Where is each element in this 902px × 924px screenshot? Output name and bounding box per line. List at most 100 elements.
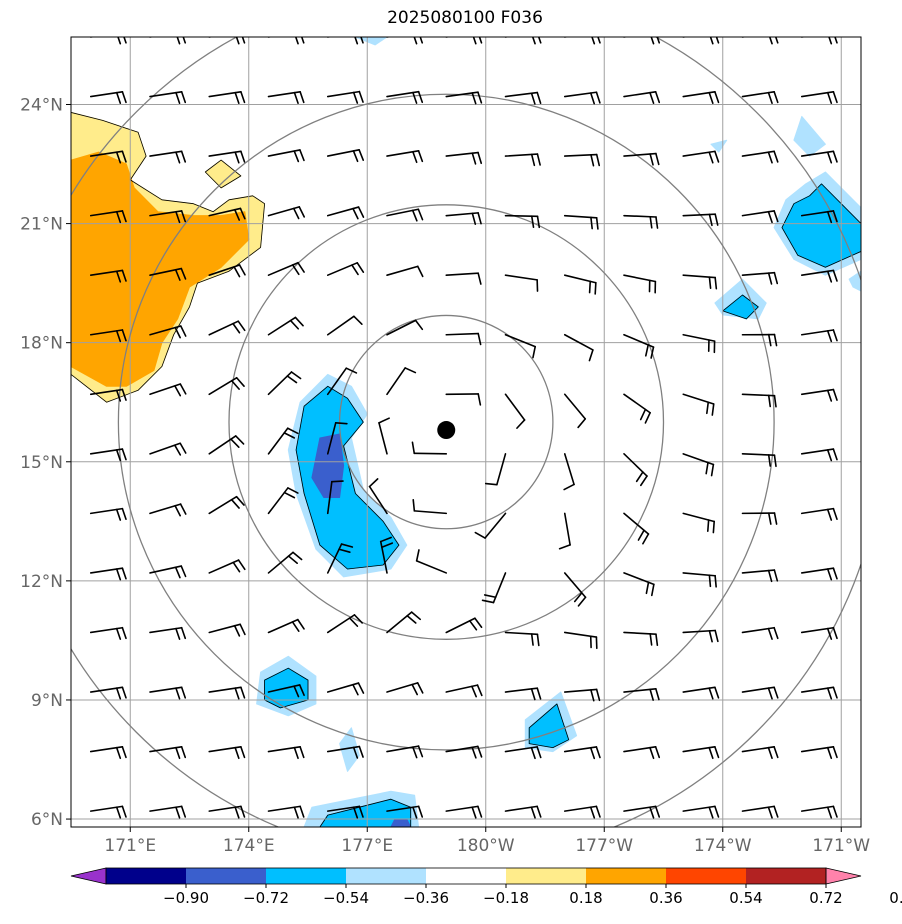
barb-flag xyxy=(650,346,655,359)
barb-flag xyxy=(530,688,536,701)
barb-flag xyxy=(294,316,304,327)
barb-flag xyxy=(117,37,122,45)
barb-flag xyxy=(714,213,719,226)
wind-barb xyxy=(682,686,720,700)
barb-flag xyxy=(768,37,773,45)
barb-flag xyxy=(348,617,359,627)
x-tick-label: 174°E xyxy=(223,836,275,856)
barb-flag xyxy=(331,480,344,483)
barb-shaft xyxy=(386,265,419,276)
colorbar-label: −0.54 xyxy=(323,889,369,907)
wind-barb xyxy=(89,746,127,760)
wind-barb xyxy=(326,37,364,45)
x-tick-label: 174°W xyxy=(694,836,752,856)
barb-flag xyxy=(175,806,181,819)
wind-barb xyxy=(563,572,587,607)
barb-flag xyxy=(174,566,181,579)
barb-flag xyxy=(368,478,379,488)
barb-shaft xyxy=(267,37,274,38)
wind-barb xyxy=(326,422,348,455)
barb-flag xyxy=(708,746,714,760)
wind-barb xyxy=(623,572,655,597)
wind-barb xyxy=(208,686,246,700)
wind-barb xyxy=(378,417,390,455)
barb-flag xyxy=(121,805,127,818)
barb-flag xyxy=(115,210,122,224)
wind-barb xyxy=(741,686,779,700)
barb-flag xyxy=(182,37,187,44)
barb-flag xyxy=(649,91,655,105)
barb-flag xyxy=(650,37,655,45)
barb-flag xyxy=(714,686,720,699)
barb-flag xyxy=(121,448,127,461)
barb-flag xyxy=(832,150,838,163)
barb-flag xyxy=(714,629,719,643)
wind-barb xyxy=(504,91,542,105)
barb-flag xyxy=(530,806,536,819)
barb-flag xyxy=(415,549,420,562)
wind-barb xyxy=(481,572,507,604)
barb-flag xyxy=(290,371,302,380)
wind-barb xyxy=(682,333,716,354)
wind-barb xyxy=(149,805,187,819)
barb-flag xyxy=(115,687,122,700)
wind-barb xyxy=(623,37,661,45)
y-tick-label: 12°N xyxy=(20,572,63,592)
barb-flag xyxy=(115,270,122,283)
barb-flag xyxy=(635,471,644,483)
barb-flag xyxy=(232,322,241,334)
barb-flag xyxy=(589,806,596,819)
barb-flag xyxy=(477,272,482,285)
barb-flag xyxy=(477,805,483,818)
wind-barb xyxy=(326,90,364,104)
contour-region xyxy=(354,37,388,46)
barb-flag xyxy=(294,37,299,45)
barb-flag xyxy=(767,746,773,760)
barb-flag xyxy=(175,627,181,640)
wind-barb xyxy=(267,149,305,163)
wind-barb xyxy=(623,512,650,545)
wind-barb xyxy=(682,572,717,588)
barb-flag xyxy=(234,687,240,700)
barb-flag xyxy=(121,269,127,282)
barb-flag xyxy=(240,805,246,818)
barb-flag xyxy=(287,487,299,494)
barb-flag xyxy=(767,394,772,408)
barb-flag xyxy=(595,805,601,818)
barb-flag xyxy=(121,686,127,699)
wind-barb xyxy=(504,37,542,45)
barb-flag xyxy=(773,210,779,223)
barb-flag xyxy=(180,565,187,578)
wind-barb xyxy=(800,448,838,462)
barb-shaft xyxy=(368,485,388,515)
wind-barb xyxy=(445,91,483,105)
wind-barb xyxy=(504,805,542,819)
barb-flag xyxy=(352,91,359,104)
wind-barb xyxy=(800,567,838,581)
wind-barb xyxy=(208,91,246,105)
gridlines xyxy=(71,37,861,827)
wind-barb xyxy=(623,687,660,701)
y-tick-label: 15°N xyxy=(20,453,63,473)
wind-barb xyxy=(800,686,838,700)
barb-flag xyxy=(358,90,364,103)
barb-flag xyxy=(826,568,833,581)
barb-flag xyxy=(590,216,593,230)
barb-flag xyxy=(832,507,838,521)
barb-flag xyxy=(174,326,181,339)
barb-flag xyxy=(358,745,364,758)
barb-flag xyxy=(235,495,245,506)
chart-title: 2025080100 F036 xyxy=(387,8,543,28)
barb-flag xyxy=(338,548,351,554)
barb-flag xyxy=(590,154,595,167)
wind-barb xyxy=(149,325,187,339)
barb-flag xyxy=(121,329,127,342)
wind-barb xyxy=(563,153,601,167)
barb-flag xyxy=(417,90,424,104)
barb-flag xyxy=(530,153,536,167)
wind-barbs xyxy=(89,37,838,819)
wind-barb xyxy=(445,617,483,634)
barb-flag xyxy=(175,746,181,760)
colorbar-swatch xyxy=(666,868,746,884)
wind-barb xyxy=(267,316,304,336)
